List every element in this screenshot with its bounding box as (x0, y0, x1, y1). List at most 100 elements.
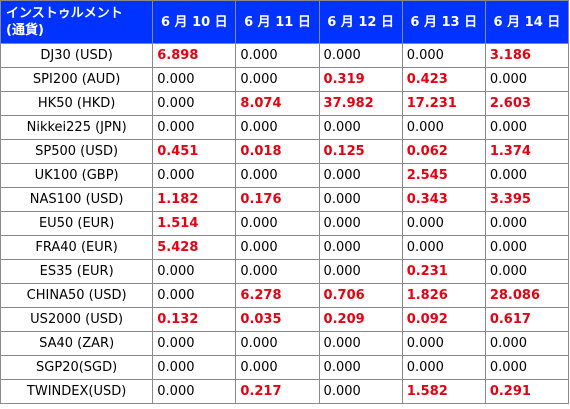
value-cell: 0.000 (318, 379, 403, 404)
table-row: DJ30 (USD) 6.898 0.000 0.000 0.000 3.186 (0, 43, 570, 68)
day-column-header: 6 月 12 日 (318, 0, 403, 44)
value-cell: 0.000 (235, 163, 320, 188)
value-cell: 3.395 (484, 187, 570, 212)
value-cell: 0.000 (235, 355, 320, 380)
instrument-cell: NAS100 (USD) (0, 187, 154, 212)
table-body: DJ30 (USD) 6.898 0.000 0.000 0.000 3.186 SPI20… (0, 43, 570, 404)
value-cell: 0.000 (318, 235, 403, 260)
value-cell: 0.000 (235, 115, 320, 140)
value-cell: 1.182 (152, 187, 237, 212)
value-cell: 0.291 (484, 379, 570, 404)
value-cell: 0.209 (318, 307, 403, 332)
value-cell: 1.826 (401, 283, 486, 308)
instrument-cell: SP500 (USD) (0, 139, 154, 164)
day-column-header: 6 月 10 日 (152, 0, 237, 44)
table-row: CHINA50 (USD) 0.000 6.278 0.706 1.826 28.086 (0, 283, 570, 308)
value-cell: 3.186 (484, 43, 570, 68)
instrument-cell: US2000 (USD) (0, 307, 154, 332)
day-column-header: 6 月 13 日 (401, 0, 486, 44)
value-cell: 2.545 (401, 163, 486, 188)
value-cell: 0.000 (152, 259, 237, 284)
table-row: UK100 (GBP) 0.000 0.000 0.000 2.545 0.000 (0, 163, 570, 188)
value-cell: 2.603 (484, 91, 570, 116)
header-row: インストゥルメント (通貨) 6 月 10 日 6 月 11 日 6 月 12 … (0, 0, 570, 44)
value-cell: 0.000 (152, 163, 237, 188)
value-cell: 0.000 (484, 355, 570, 380)
instrument-header-label: インストゥルメント (6, 6, 123, 21)
value-cell: 0.018 (235, 139, 320, 164)
value-cell: 0.000 (401, 355, 486, 380)
value-cell: 0.035 (235, 307, 320, 332)
instrument-cell: HK50 (HKD) (0, 91, 154, 116)
value-cell: 0.000 (484, 115, 570, 140)
currency-header-label: (通貨) (6, 23, 44, 38)
value-cell: 0.000 (152, 91, 237, 116)
instrument-cell: ES35 (EUR) (0, 259, 154, 284)
value-cell: 0.343 (401, 187, 486, 212)
value-cell: 0.000 (484, 331, 570, 356)
value-cell: 0.000 (484, 163, 570, 188)
table-row: Nikkei225 (JPN) 0.000 0.000 0.000 0.000 0.000 (0, 115, 570, 140)
value-cell: 6.898 (152, 43, 237, 68)
value-cell: 0.000 (318, 115, 403, 140)
table-row: EU50 (EUR) 1.514 0.000 0.000 0.000 0.000 (0, 211, 570, 236)
value-cell: 5.428 (152, 235, 237, 260)
value-cell: 0.319 (318, 67, 403, 92)
value-cell: 0.176 (235, 187, 320, 212)
value-cell: 0.000 (235, 67, 320, 92)
table-row: SP500 (USD) 0.451 0.018 0.125 0.062 1.374 (0, 139, 570, 164)
table-row: HK50 (HKD) 0.000 8.074 37.982 17.231 2.603 (0, 91, 570, 116)
value-cell: 37.982 (318, 91, 403, 116)
value-cell: 1.514 (152, 211, 237, 236)
value-cell: 0.000 (318, 187, 403, 212)
instrument-column-header: インストゥルメント (通貨) (0, 0, 154, 44)
table-row: SPI200 (AUD) 0.000 0.000 0.319 0.423 0.000 (0, 67, 570, 92)
table-row: ES35 (EUR) 0.000 0.000 0.000 0.231 0.000 (0, 259, 570, 284)
value-cell: 0.000 (318, 43, 403, 68)
value-cell: 17.231 (401, 91, 486, 116)
value-cell: 1.374 (484, 139, 570, 164)
value-cell: 0.092 (401, 307, 486, 332)
day-column-header: 6 月 11 日 (235, 0, 320, 44)
value-cell: 0.125 (318, 139, 403, 164)
value-cell: 0.000 (152, 67, 237, 92)
table-row: NAS100 (USD) 1.182 0.176 0.000 0.343 3.395 (0, 187, 570, 212)
value-cell: 0.000 (318, 355, 403, 380)
value-cell: 0.000 (152, 115, 237, 140)
table-row: SA40 (ZAR) 0.000 0.000 0.000 0.000 0.000 (0, 331, 570, 356)
value-cell: 0.000 (318, 163, 403, 188)
value-cell: 0.000 (235, 259, 320, 284)
day-column-header: 6 月 14 日 (484, 0, 570, 44)
value-cell: 0.000 (235, 211, 320, 236)
value-cell: 0.062 (401, 139, 486, 164)
value-cell: 0.000 (401, 43, 486, 68)
value-cell: 0.000 (152, 283, 237, 308)
value-cell: 28.086 (484, 283, 570, 308)
value-cell: 0.000 (401, 211, 486, 236)
value-cell: 0.000 (401, 115, 486, 140)
instrument-cell: EU50 (EUR) (0, 211, 154, 236)
instrument-cell: FRA40 (EUR) (0, 235, 154, 260)
value-cell: 0.000 (152, 379, 237, 404)
value-cell: 0.000 (235, 235, 320, 260)
value-cell: 0.000 (152, 355, 237, 380)
table-row: SGP20(SGD) 0.000 0.000 0.000 0.000 0.000 (0, 355, 570, 380)
instrument-cell: Nikkei225 (JPN) (0, 115, 154, 140)
instrument-cell: SGP20(SGD) (0, 355, 154, 380)
value-cell: 0.000 (484, 67, 570, 92)
value-cell: 8.074 (235, 91, 320, 116)
instrument-cell: UK100 (GBP) (0, 163, 154, 188)
value-cell: 0.000 (152, 331, 237, 356)
instrument-cell: CHINA50 (USD) (0, 283, 154, 308)
table-row: US2000 (USD) 0.132 0.035 0.209 0.092 0.617 (0, 307, 570, 332)
table-row: TWINDEX(USD) 0.000 0.217 0.000 1.582 0.291 (0, 379, 570, 404)
value-cell: 0.000 (235, 43, 320, 68)
value-cell: 0.423 (401, 67, 486, 92)
instrument-cell: DJ30 (USD) (0, 43, 154, 68)
value-cell: 0.000 (318, 331, 403, 356)
value-cell: 0.617 (484, 307, 570, 332)
value-cell: 1.582 (401, 379, 486, 404)
value-cell: 0.217 (235, 379, 320, 404)
instrument-cell: SA40 (ZAR) (0, 331, 154, 356)
